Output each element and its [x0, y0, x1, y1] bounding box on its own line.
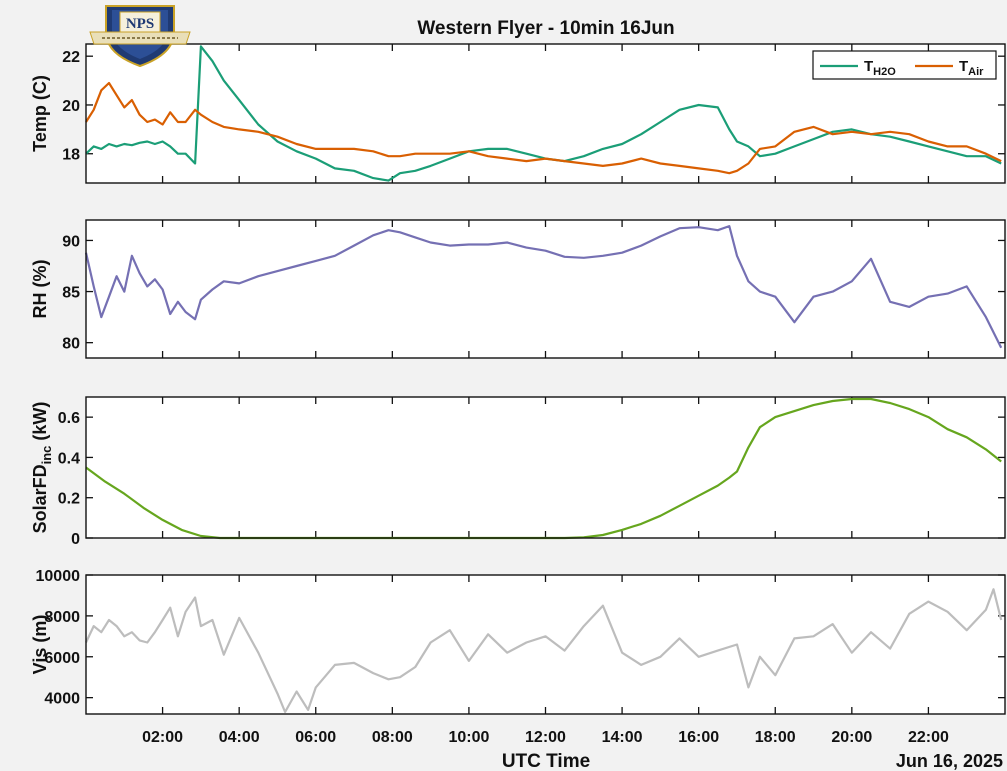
legend-entry: TAir [959, 58, 984, 78]
panel-2: 80 85 90 RH (%) [30, 219, 1006, 359]
legend: TH2O TAir [812, 50, 997, 80]
y-tick-label: 0 [71, 531, 80, 548]
x-tick-label: 08:00 [372, 729, 413, 746]
x-axis-label: UTC Time [502, 751, 590, 771]
y-tick-label: 90 [62, 233, 80, 250]
y-tick-label: 4000 [44, 691, 80, 708]
x-tick-label: 14:00 [602, 729, 643, 746]
axes-frame [85, 396, 1006, 539]
chart-title: Western Flyer - 10min 16Jun [417, 18, 674, 39]
y-axis-label: Temp (C) [30, 75, 50, 152]
y-tick-label: 18 [62, 147, 80, 164]
x-tick-label: 22:00 [908, 729, 949, 746]
plot-area [86, 220, 1005, 358]
series-line-vis [85, 588, 1003, 714]
y-tick-label: 10000 [36, 568, 81, 585]
series-line-t-air [85, 81, 1002, 175]
axes-frame [85, 219, 1006, 359]
y-tick-label: 8000 [44, 609, 80, 626]
legend-entry: TH2O [864, 58, 896, 78]
y-tick-label: 22 [62, 49, 80, 66]
plot-area [86, 575, 1005, 714]
y-axis-label: RH (%) [30, 260, 50, 319]
y-tick-label: 6000 [44, 650, 80, 667]
x-tick-label: 18:00 [755, 729, 796, 746]
x-tick-label: 10:00 [448, 729, 489, 746]
x-tick-label: 04:00 [219, 729, 260, 746]
x-tick-label: 02:00 [142, 729, 183, 746]
x-tick-label: 20:00 [831, 729, 872, 746]
x-axis-date-label: Jun 16, 2025 [896, 751, 1003, 771]
series-line-t-h2o [85, 45, 1002, 182]
y-axis-label: Vis (m) [30, 615, 50, 675]
y-tick-label: 0.6 [58, 410, 80, 427]
panel-1: 18 20 22 Temp (C) TH2O TAir [30, 43, 1006, 184]
y-tick-label: 20 [62, 98, 80, 115]
y-tick-label: 80 [62, 336, 80, 353]
panels: 18 20 22 Temp (C) TH2O TAir 80 85 90 RH (%) 0 0.2 0.… [30, 43, 1006, 746]
nps-logo: NPS [89, 5, 191, 68]
x-tick-label: 16:00 [678, 729, 719, 746]
logo-text: NPS [126, 16, 154, 32]
y-tick-label: 0.2 [58, 491, 80, 508]
panel-4: 4000 6000 8000 10000 Vis (m) [30, 568, 1006, 715]
series-line-rh [84, 225, 1003, 349]
plot-area [86, 397, 1005, 538]
x-tick-label: 12:00 [525, 729, 566, 746]
y-tick-label: 85 [62, 285, 80, 302]
x-tick-label: 06:00 [295, 729, 336, 746]
y-tick-label: 0.4 [58, 450, 80, 467]
y-axis-label: SolarFDinc (kW) [30, 402, 54, 534]
series-line-solar [85, 397, 1002, 540]
axes-frame [85, 574, 1006, 715]
axes-frame [85, 43, 1006, 184]
